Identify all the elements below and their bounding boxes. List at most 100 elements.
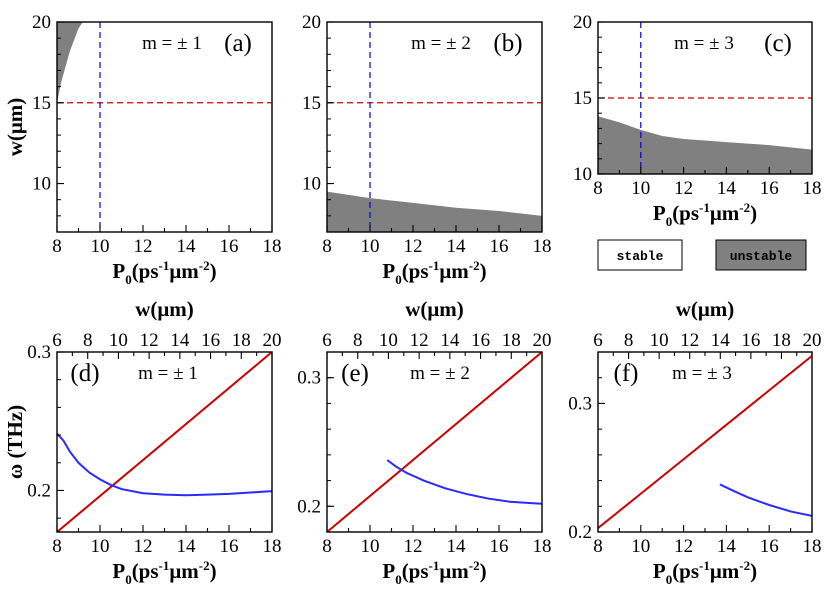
legend: stable unstable (597, 239, 807, 271)
x-tick-label: 16 (220, 536, 239, 557)
y-tick-label: 15 (302, 93, 321, 114)
mode-annotation: m = ± 1 (138, 363, 198, 384)
mode-annotation: m = ± 2 (411, 33, 471, 54)
legend-stable-label: stable (617, 249, 664, 264)
x2-tick-label: 6 (322, 330, 332, 351)
y-tick-label: 10 (32, 174, 51, 195)
panel-b: 8 10 12 14 16 18 10 15 20 P0(ps-1μm-2) m = ± 2 (b) (302, 12, 552, 287)
y-tick-label: 10 (302, 174, 321, 195)
x2-tick-label: 10 (650, 330, 669, 351)
y-tick-label: 15 (32, 93, 51, 114)
plot-area (327, 22, 542, 232)
x-tick-label: 10 (631, 536, 650, 557)
x2-tick-label: 20 (803, 330, 822, 351)
panel-a: 8 10 12 14 16 18 10 15 20 P0(ps-1μm-2) w(μm) m = ± … (3, 12, 282, 287)
series-1-line (386, 459, 542, 505)
x2-tick-label: 14 (711, 330, 731, 351)
panel-f: 8 10 12 14 16 180.20.36 8 10 12 14 16 18 20w(μm)P0(p… (568, 297, 821, 587)
x-tick-label: 18 (263, 236, 282, 257)
x-tick-label: 14 (177, 536, 197, 557)
panel-label: (d) (70, 360, 99, 387)
legend-unstable-box (715, 239, 807, 271)
y-tick-label: 0.2 (568, 522, 592, 543)
x2-tick-label: 20 (533, 330, 552, 351)
x2-tick-label: 8 (83, 330, 93, 351)
x-tick-label: 14 (717, 178, 737, 199)
x-tick-label: 10 (91, 236, 110, 257)
x-axis-label: P0(ps-1μm-2) (653, 200, 757, 229)
legend-stable-box (597, 239, 683, 271)
x-tick-label: 8 (322, 236, 332, 257)
panel-label: (a) (224, 30, 252, 57)
legend-unstable-label: unstable (730, 249, 793, 264)
series-1-line (57, 433, 272, 497)
x-axis-label: P0(ps-1μm-2) (653, 558, 757, 587)
x2-tick-label: 20 (263, 330, 282, 351)
mode-annotation: m = ± 2 (410, 363, 470, 384)
x-axis-label: P0(ps-1μm-2) (382, 258, 486, 287)
panel-label: (e) (341, 360, 369, 387)
series-0-line (598, 355, 812, 529)
x-tick-label: 16 (760, 178, 779, 199)
x-tick-label: 14 (717, 536, 737, 557)
x-tick-label: 8 (52, 536, 62, 557)
mode-annotation: m = ± 3 (672, 363, 732, 384)
x-tick-label: 14 (447, 236, 467, 257)
x-axis-label: P0(ps-1μm-2) (382, 558, 486, 587)
y-tick-label: 0.3 (27, 342, 51, 363)
x-tick-label: 18 (263, 536, 282, 557)
x2-tick-label: 6 (52, 330, 62, 351)
series-0-line (327, 352, 542, 532)
x-tick-label: 14 (447, 536, 467, 557)
x2-axis-label: w(μm) (676, 297, 735, 321)
x-tick-label: 12 (674, 536, 693, 557)
x2-tick-label: 18 (232, 330, 251, 351)
x-tick-label: 10 (361, 536, 380, 557)
x-tick-label: 10 (631, 178, 650, 199)
x2-tick-label: 14 (440, 330, 460, 351)
panel-label: (b) (493, 30, 522, 57)
panel-d: 8 10 12 14 16 180.20.36 8 10 12 14 16 18 20w(μm)P0(p… (3, 297, 282, 587)
x2-tick-label: 12 (140, 330, 159, 351)
y-tick-label: 0.3 (297, 368, 321, 389)
x-tick-label: 8 (593, 536, 603, 557)
x-tick-label: 8 (593, 178, 603, 199)
plot-area (57, 22, 272, 232)
panel-label: (f) (614, 360, 639, 387)
x-tick-label: 18 (533, 536, 552, 557)
x-tick-label: 10 (91, 536, 110, 557)
x-tick-label: 12 (134, 236, 153, 257)
x2-tick-label: 16 (201, 330, 220, 351)
x-tick-label: 12 (404, 236, 423, 257)
x2-tick-label: 18 (502, 330, 521, 351)
x-tick-label: 8 (322, 536, 332, 557)
x2-tick-label: 18 (772, 330, 791, 351)
x2-tick-label: 12 (680, 330, 699, 351)
y-tick-label: 0.2 (27, 480, 51, 501)
y-tick-label: 0.2 (297, 496, 321, 517)
x2-tick-label: 10 (109, 330, 128, 351)
y-tick-label: 0.3 (568, 393, 592, 414)
series-0-line (57, 352, 272, 532)
x-tick-label: 14 (177, 236, 197, 257)
x2-tick-label: 16 (471, 330, 490, 351)
y-tick-label: 20 (302, 12, 321, 33)
x-tick-label: 16 (490, 536, 509, 557)
series-1-line (719, 483, 812, 517)
x-axis-label: P0(ps-1μm-2) (112, 258, 216, 287)
x2-tick-label: 14 (170, 330, 190, 351)
y-tick-label: 20 (573, 12, 592, 33)
x2-tick-label: 8 (353, 330, 363, 351)
x-tick-label: 18 (803, 178, 822, 199)
panel-e: 8 10 12 14 16 180.20.36 8 10 12 14 16 18 20w(μm)P0(p… (297, 297, 551, 587)
y-tick-label: 15 (573, 88, 592, 109)
x2-axis-label: w(μm) (135, 297, 194, 321)
x-tick-label: 12 (404, 536, 423, 557)
x-tick-label: 12 (134, 536, 153, 557)
x-tick-label: 16 (760, 536, 779, 557)
y-tick-label: 20 (32, 12, 51, 33)
plot-area (598, 355, 812, 529)
unstable-region (598, 116, 812, 174)
x2-tick-label: 16 (741, 330, 760, 351)
